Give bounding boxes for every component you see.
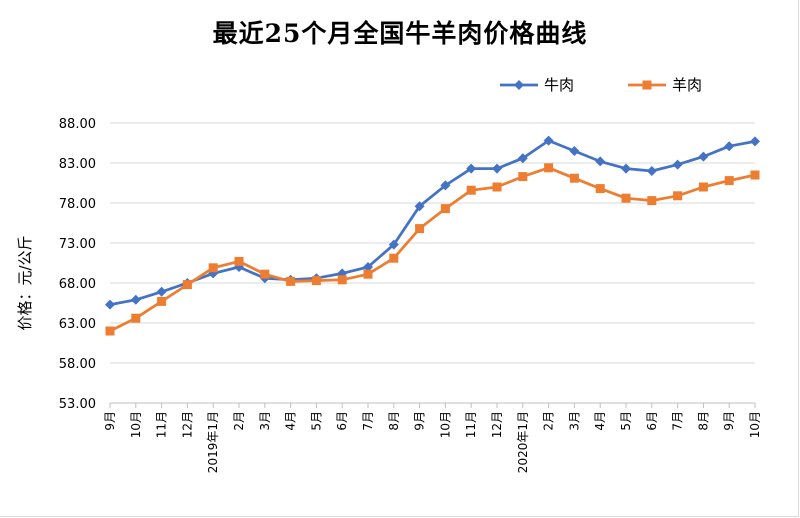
x-tick-label: 2月 [542, 411, 556, 431]
data-point [363, 262, 373, 272]
data-point [389, 253, 399, 263]
data-point [311, 276, 321, 286]
x-tick-label: 9月 [722, 411, 736, 431]
data-point [698, 182, 708, 192]
data-point [595, 156, 606, 167]
x-tick-label: 4月 [284, 411, 298, 431]
x-tick-label: 8月 [387, 411, 401, 431]
x-tick-label: 12月 [490, 411, 504, 438]
data-point [131, 313, 141, 323]
series-line [109, 166, 756, 333]
data-point [388, 239, 399, 250]
data-point [621, 193, 631, 203]
x-tick-label: 6月 [645, 411, 659, 431]
y-tick-label: 83.00 [59, 157, 96, 172]
data-point [466, 185, 476, 195]
grid-layer [110, 122, 755, 364]
y-tick-label: 53.00 [59, 397, 96, 412]
data-point [724, 141, 735, 152]
data-point [672, 159, 683, 170]
y-tick-label: 68.00 [59, 277, 96, 292]
x-tick-label: 2月 [232, 411, 246, 431]
data-point [440, 180, 451, 191]
data-point [517, 153, 528, 164]
axis-layer: 53.00 58.00 63.00 68.00 73.00 78.00 83.00 88.00… [59, 117, 762, 473]
data-point [492, 182, 502, 192]
legend-marker [642, 80, 652, 90]
y-tick-label: 78.00 [59, 197, 96, 212]
data-point [518, 172, 528, 182]
data-point [569, 146, 580, 156]
data-point [647, 196, 657, 206]
data-point [750, 136, 760, 147]
x-tick-label: 7月 [671, 411, 685, 431]
data-point [156, 286, 167, 297]
x-tick-label: 7月 [361, 411, 375, 431]
x-tick-label: 11月 [464, 411, 478, 438]
data-point [466, 163, 477, 174]
data-point [415, 224, 425, 234]
x-tick-label: 2019年1月 [206, 411, 220, 473]
legend-label: 羊肉 [672, 76, 702, 94]
x-tick-label: 10月 [748, 411, 762, 438]
y-tick-label: 88.00 [59, 117, 96, 132]
legend-label: 牛肉 [544, 76, 574, 94]
x-tick-label: 11月 [155, 411, 169, 438]
y-tick-label: 63.00 [59, 317, 96, 332]
data-point [492, 163, 502, 174]
x-tick-label: 2020年1月 [516, 411, 530, 473]
x-tick-label: 12月 [180, 411, 194, 438]
data-point [414, 201, 425, 212]
x-tick-label: 3月 [258, 411, 272, 431]
data-point [130, 294, 141, 305]
x-tick-label: 5月 [309, 411, 323, 431]
y-axis-label: 价格：元/公斤 [16, 235, 34, 330]
data-point [182, 280, 192, 290]
data-point [234, 256, 244, 266]
x-tick-label: 6月 [335, 411, 349, 431]
data-point [698, 151, 709, 162]
data-point [105, 326, 115, 336]
x-tick-label: 8月 [696, 411, 710, 431]
x-tick-label: 9月 [103, 411, 117, 431]
data-point [646, 166, 657, 176]
data-point [363, 269, 373, 279]
data-point [544, 163, 554, 173]
data-point [750, 170, 760, 180]
x-tick-label: 4月 [593, 411, 607, 431]
chart-title: 最近25个月全国牛羊肉价格曲线 [212, 19, 588, 48]
x-tick-label: 10月 [129, 411, 143, 438]
y-tick-label: 58.00 [59, 357, 96, 372]
data-point [595, 184, 605, 194]
legend-marker [514, 80, 524, 90]
data-point [673, 191, 683, 201]
data-point [337, 275, 347, 285]
y-tick-label: 73.00 [59, 237, 96, 252]
legend: 牛肉 羊肉 [500, 76, 702, 94]
data-point [724, 176, 734, 186]
data-point [260, 269, 270, 279]
series-line [109, 139, 756, 306]
data-point [208, 263, 218, 273]
data-point [569, 173, 579, 183]
data-point [286, 276, 296, 286]
data-point [157, 296, 167, 306]
data-point [105, 299, 115, 310]
x-tick-label: 9月 [413, 411, 427, 431]
x-tick-label: 3月 [567, 411, 581, 431]
series-layer [105, 135, 760, 336]
data-point [543, 135, 554, 146]
x-tick-label: 5月 [619, 411, 633, 431]
data-point [621, 163, 631, 174]
x-tick-label: 10月 [438, 411, 452, 438]
data-point [440, 204, 450, 214]
